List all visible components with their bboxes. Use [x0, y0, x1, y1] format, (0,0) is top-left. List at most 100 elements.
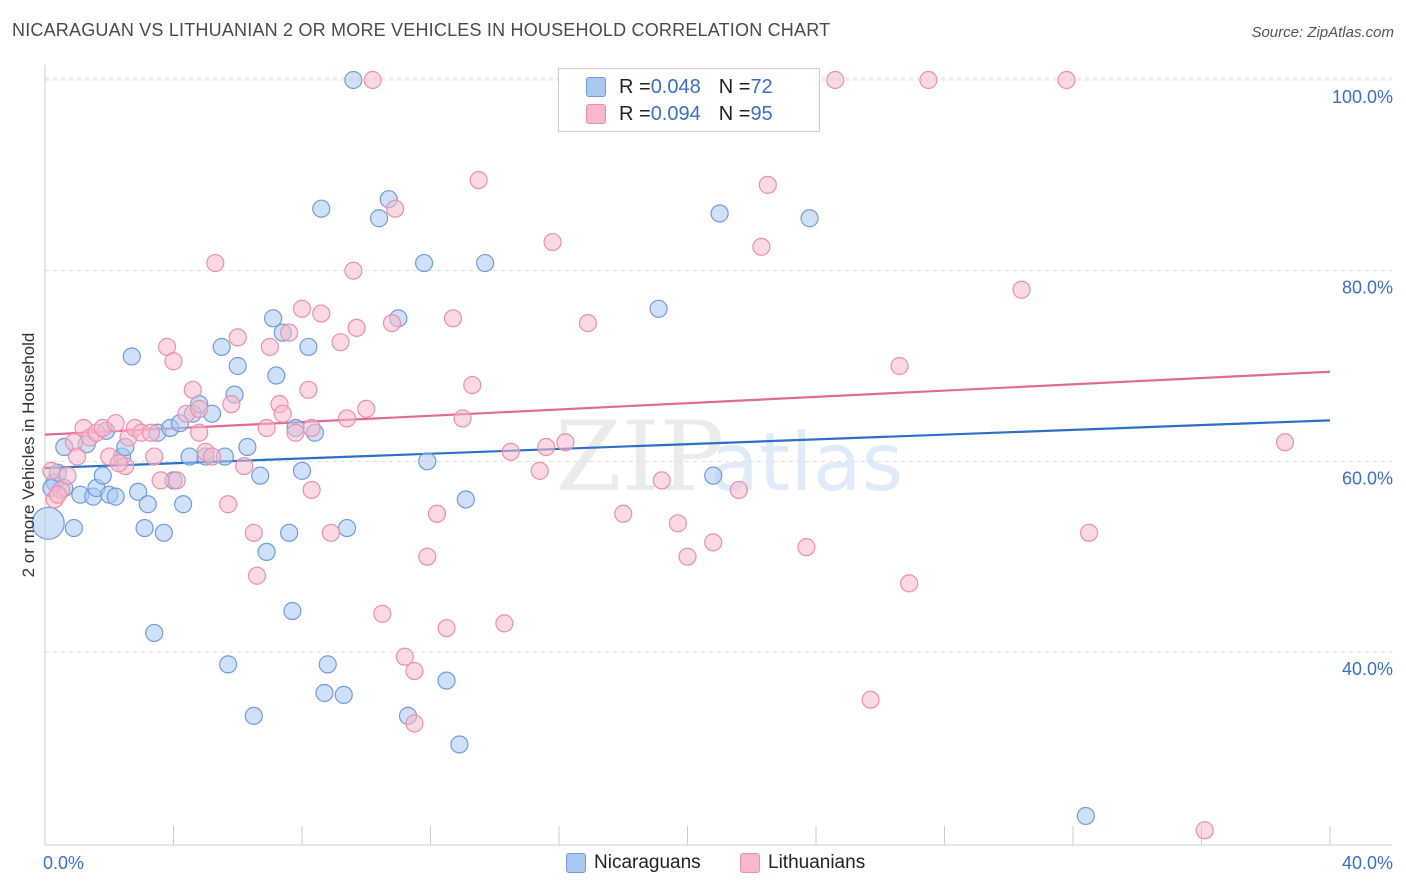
y-axis-title: 2 or more Vehicles in Household [19, 333, 38, 578]
lithuanian-point [501, 442, 520, 461]
lithuanian-point [347, 318, 366, 337]
lithuanian-point [668, 514, 687, 533]
lithuanian-point [190, 399, 209, 418]
legend-row-nicaraguans: R = 0.048 N = 72 [619, 74, 773, 100]
lithuanian-point [292, 299, 312, 318]
nicaraguan-point [299, 337, 318, 357]
x-tick-labels: 0.0% 40.0% [43, 853, 1393, 873]
nicaraguan-point [64, 518, 84, 538]
nicaraguan-point [280, 523, 299, 542]
nicaraguan-point [437, 671, 456, 690]
source-label: Source: ZipAtlas.com [1251, 24, 1394, 41]
nicaraguan-point [219, 655, 238, 674]
lithuanian-point [395, 647, 414, 666]
legend-swatch [566, 853, 586, 873]
nicaraguan-point [456, 490, 475, 509]
lithuanian-point [729, 480, 749, 500]
lithuanian-point [202, 447, 222, 466]
legend-swatch [740, 853, 760, 873]
lithuanian-point [68, 447, 87, 466]
lithuanian-point [373, 604, 392, 623]
nicaraguan-point [318, 655, 337, 674]
lithuanian-point [257, 418, 276, 438]
lithuanian-point [826, 70, 845, 90]
lithuanian-point [578, 314, 598, 333]
y-tick-label: 60.0% [1342, 468, 1393, 488]
nicaraguan-point [710, 204, 729, 223]
lithuanian-point [405, 714, 424, 733]
nicaraguan-point [212, 337, 231, 357]
lithuanian-point [235, 457, 254, 476]
lithuanian-point [443, 309, 463, 328]
zipatlas-watermark: ZIP atlas [555, 401, 903, 513]
lithuanian-point [614, 504, 633, 523]
lithuanian-point [758, 175, 777, 194]
lithuanian-point [537, 437, 556, 457]
lithuanian-point [530, 461, 549, 480]
nicaraguan-point [174, 495, 193, 514]
nicaraguan-point [704, 466, 723, 485]
lithuanian-point [1012, 280, 1031, 299]
series-legend: Nicaraguans Lithuanians [0, 852, 1406, 878]
lithuanian-point [386, 199, 405, 218]
nicaraguan-point [1076, 806, 1095, 826]
legend-label: Nicaraguans [594, 852, 701, 873]
legend-r-label: R = [619, 102, 651, 125]
legend-item-lithuanians: Lithuanians [740, 852, 865, 874]
lithuanian-point [1079, 523, 1099, 542]
lithuanian-point [286, 423, 305, 442]
x-tick-label: 40.0% [1342, 853, 1393, 873]
nicaraguan-point [263, 309, 283, 328]
y-tick-labels: 40.0% 60.0% 80.0% 100.0% [1332, 87, 1393, 679]
nicaraguan-point [145, 623, 164, 643]
gridlines [45, 77, 1392, 653]
lithuanian-point [183, 380, 202, 399]
nicaraguan-point [418, 452, 437, 471]
lithuanian-point [382, 314, 402, 333]
lithuanian-point [495, 614, 514, 633]
lithuanian-point [337, 409, 357, 428]
lithuanian-point [556, 433, 575, 452]
lithuanian-point [321, 523, 341, 542]
legend-n-value: 72 [750, 75, 773, 98]
lithuanian-point [543, 232, 562, 252]
nicaraguan-point [315, 683, 334, 703]
nicaraguan-point [154, 523, 173, 542]
lithuanian-point [919, 70, 938, 90]
legend-r-value: 0.094 [650, 102, 701, 125]
lithuanian-point [1057, 70, 1076, 90]
lithuanian-point [302, 480, 321, 500]
nicaraguan-point [257, 542, 276, 562]
nicaraguan-point [283, 601, 302, 621]
lithuanian-point [469, 171, 488, 190]
nicaraguan-point [292, 461, 312, 480]
nicaraguan-point [180, 447, 199, 466]
lithuanian-point [797, 538, 816, 557]
lithuanian-point [106, 414, 125, 433]
nicaraguan-point [312, 199, 331, 218]
lithuanian-point [1275, 433, 1295, 452]
nicaraguan-point [476, 253, 495, 273]
legend-n-value: 95 [750, 102, 773, 125]
lithuanian-point [167, 471, 186, 490]
lithuanian-point [299, 380, 318, 399]
nicaraguan-point [334, 685, 353, 705]
legend-label: Lithuanians [768, 852, 866, 873]
nicaraguan-point [251, 466, 270, 485]
chart-title: NICARAGUAN VS LITHUANIAN 2 OR MORE VEHIC… [12, 20, 831, 40]
lithuanian-point [890, 356, 909, 376]
lithuanian-point [344, 261, 363, 280]
stats-legend: R = 0.048 N = 72 R = 0.094 N = 95 [558, 68, 820, 132]
nicaraguan-point [31, 506, 65, 540]
nicaraguan-point [93, 466, 112, 485]
nicaraguan-point [138, 495, 157, 514]
data-points [31, 70, 1295, 840]
nicaraguan-point [238, 437, 257, 457]
lithuanian-point [145, 447, 164, 466]
lithuanian-point [363, 70, 382, 90]
legend-n-label: N = [718, 102, 751, 125]
nicaraguan-point [135, 518, 154, 538]
lithuanian-point [678, 547, 697, 566]
lithuanian-point [312, 304, 331, 323]
